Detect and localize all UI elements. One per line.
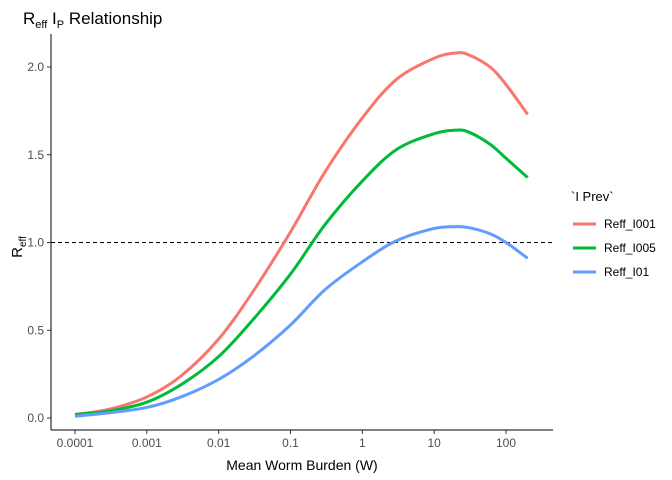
legend-label: Reff_I01 <box>604 265 649 279</box>
x-tick-label: 0.01 <box>207 436 231 450</box>
y-tick-label: 0.0 <box>27 411 44 425</box>
y-tick-label: 1.5 <box>27 148 44 162</box>
legend: `I Prev` Reff_I001 Reff_I005 Reff_I01 <box>571 189 656 279</box>
y-axis-label-main: R <box>9 247 26 258</box>
legend-items: Reff_I001 Reff_I005 Reff_I01 <box>573 217 656 279</box>
title-part-0-sub: eff <box>35 19 48 31</box>
y-tick-label: 0.5 <box>27 323 44 337</box>
x-tick-label: 1 <box>359 436 366 450</box>
legend-title: `I Prev` <box>571 189 614 204</box>
title-part-0: R <box>23 9 35 28</box>
y-ticks: 0.0 0.5 1.0 1.5 2.0 <box>27 60 51 425</box>
title-part-1: I <box>47 9 56 28</box>
legend-label: Reff_I005 <box>604 241 656 255</box>
x-ticks: 0.0001 0.001 0.01 0.1 1 10 100 <box>57 430 516 450</box>
x-tick-label: 0.0001 <box>57 436 94 450</box>
y-tick-label: 2.0 <box>27 60 44 74</box>
y-axis-label-sub: eff <box>18 236 29 247</box>
x-tick-label: 100 <box>496 436 516 450</box>
series-line-reff-i01 <box>74 225 529 418</box>
legend-label: Reff_I001 <box>604 217 656 231</box>
x-tick-label: 10 <box>427 436 441 450</box>
series-line-reff-i001 <box>74 51 529 416</box>
series-lines <box>74 51 529 418</box>
x-tick-label: 0.1 <box>282 436 299 450</box>
series-line-reff-i005 <box>74 128 529 416</box>
x-tick-label: 0.001 <box>132 436 162 450</box>
y-tick-label: 1.0 <box>27 236 44 250</box>
title-part-2: Relationship <box>64 9 162 28</box>
title-part-1-sub: P <box>57 19 64 31</box>
y-axis-label: Reff <box>9 236 29 258</box>
chart-title: Reff IP Relationship <box>23 9 162 31</box>
x-axis-label: Mean Worm Burden (W) <box>226 457 377 473</box>
